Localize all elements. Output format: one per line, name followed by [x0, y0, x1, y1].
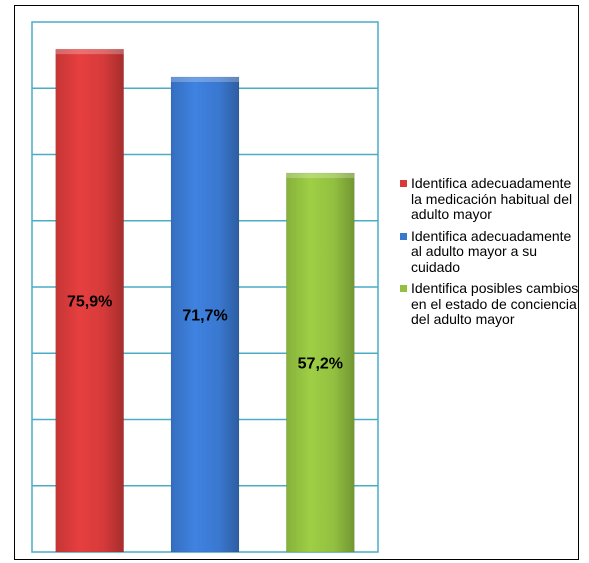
- legend-swatch-blue: [400, 232, 407, 240]
- plot-area: 75,9% 71,7% 57,2%: [31, 21, 379, 553]
- legend-label-conciencia: Identifica posibles cambios en el estado…: [411, 280, 579, 327]
- legend-swatch-green: [400, 285, 407, 292]
- chart-legend: Identifica adecuadamente la medicación h…: [400, 175, 580, 334]
- legend-item-medicacion: Identifica adecuadamente la medicación h…: [400, 175, 580, 223]
- bar-top-highlight: [55, 49, 124, 55]
- legend-label-adulto-mayor: Identifica adecuadamente al adulto mayor…: [411, 227, 572, 275]
- bar-top-highlight: [286, 173, 355, 179]
- data-label: 57,2%: [298, 356, 343, 373]
- legend-swatch-red: [400, 180, 407, 187]
- data-label: 71,7%: [182, 307, 227, 324]
- bar: [55, 48, 124, 553]
- bar: [286, 172, 355, 553]
- legend-label-medicacion: Identifica adecuadamente la medicación h…: [411, 175, 573, 222]
- bar-top-highlight: [171, 76, 239, 82]
- legend-item-adulto-mayor: Identifica adecuadamente al adulto mayor…: [400, 227, 580, 276]
- bar: [170, 76, 240, 553]
- legend-item-conciencia: Identifica posibles cambios en el estado…: [400, 280, 580, 328]
- data-label: 75,9%: [67, 294, 112, 311]
